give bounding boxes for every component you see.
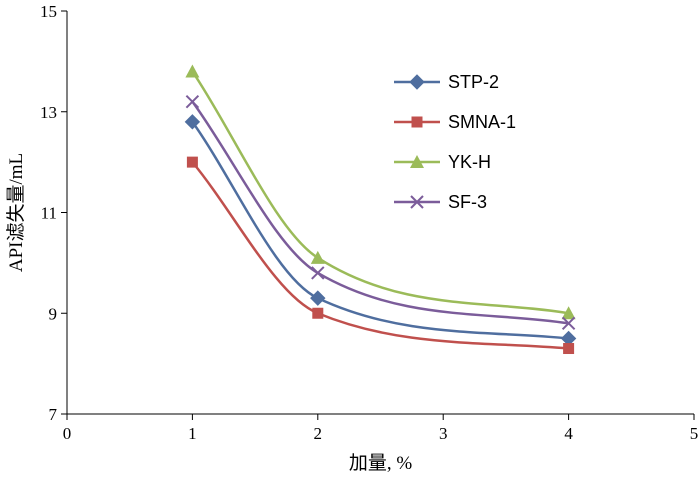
series-line <box>191 70 569 315</box>
plot-axes: 0 1 2 3 4 5 7 9 11 13 15 <box>40 2 698 443</box>
data-point <box>563 343 575 355</box>
x-tick-label: 2 <box>314 424 323 443</box>
legend-marker <box>409 74 425 90</box>
y-tick-label: 13 <box>40 103 57 122</box>
plot-series <box>184 64 577 355</box>
legend-label: SF-3 <box>448 192 487 212</box>
legend-label: YK-H <box>448 152 491 172</box>
x-tick-label: 4 <box>564 424 573 443</box>
series-sf-3 <box>185 94 576 331</box>
data-point <box>312 307 324 319</box>
legend-label: SMNA-1 <box>448 112 516 132</box>
data-point <box>184 114 201 130</box>
legend-entry: STP-2 <box>394 72 499 92</box>
series-stp-2 <box>184 114 577 347</box>
x-tick-label: 5 <box>690 424 699 443</box>
legend-entry: SF-3 <box>394 192 487 212</box>
x-tick-label: 3 <box>439 424 448 443</box>
legend-entry: SMNA-1 <box>394 112 516 132</box>
legend-marker <box>410 195 424 209</box>
series-smna-1 <box>186 156 575 355</box>
data-point <box>186 156 198 168</box>
data-point <box>311 266 325 280</box>
legend-marker <box>410 155 424 168</box>
y-tick-label: 9 <box>49 304 58 323</box>
data-point <box>185 94 200 109</box>
y-axis-title: API滤失量/mL <box>5 153 27 272</box>
data-point <box>185 64 200 78</box>
x-tick-label: 1 <box>188 424 197 443</box>
y-tick-label: 7 <box>49 405 58 424</box>
legend-label: STP-2 <box>448 72 499 92</box>
legend-marker <box>411 116 423 128</box>
y-tick-label: 11 <box>41 204 57 223</box>
data-point <box>561 316 576 331</box>
x-axis-title: 加量, % <box>349 452 413 474</box>
series-yk-h <box>185 64 576 320</box>
legend: STP-2 SMNA-1 YK-H SF-3 <box>394 72 516 212</box>
legend-entry: YK-H <box>394 152 491 172</box>
data-point <box>561 306 576 320</box>
data-point <box>310 250 325 264</box>
x-tick-label: 0 <box>63 424 72 443</box>
data-point <box>310 290 326 306</box>
y-tick-label: 15 <box>40 2 57 21</box>
